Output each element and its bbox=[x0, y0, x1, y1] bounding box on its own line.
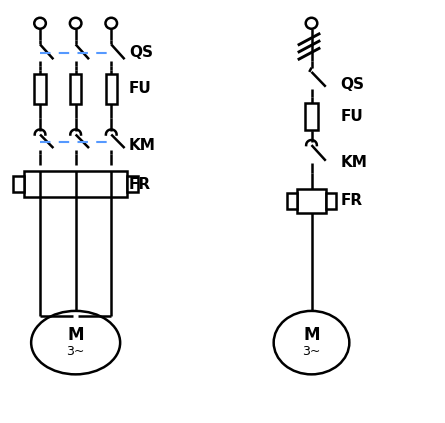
Bar bbox=[297, 190, 326, 213]
Text: FR: FR bbox=[340, 193, 363, 209]
Bar bbox=[127, 176, 138, 192]
Text: KM: KM bbox=[129, 138, 156, 154]
Bar bbox=[13, 176, 24, 192]
Bar bbox=[106, 74, 117, 104]
Text: QS: QS bbox=[340, 77, 364, 92]
Bar bbox=[35, 74, 46, 104]
Bar bbox=[24, 171, 127, 197]
Text: QS: QS bbox=[129, 45, 153, 60]
Text: FR: FR bbox=[129, 176, 151, 192]
Text: 3~: 3~ bbox=[302, 346, 321, 358]
Text: 3~: 3~ bbox=[66, 346, 85, 358]
Bar bbox=[305, 102, 318, 130]
Text: KM: KM bbox=[340, 155, 367, 170]
Text: FU: FU bbox=[340, 109, 363, 124]
Text: M: M bbox=[303, 326, 320, 344]
Ellipse shape bbox=[31, 311, 120, 374]
Bar bbox=[70, 74, 81, 104]
Text: FU: FU bbox=[129, 81, 152, 96]
Bar bbox=[287, 193, 297, 209]
Text: M: M bbox=[67, 326, 84, 344]
Bar bbox=[326, 193, 336, 209]
Ellipse shape bbox=[274, 311, 349, 374]
